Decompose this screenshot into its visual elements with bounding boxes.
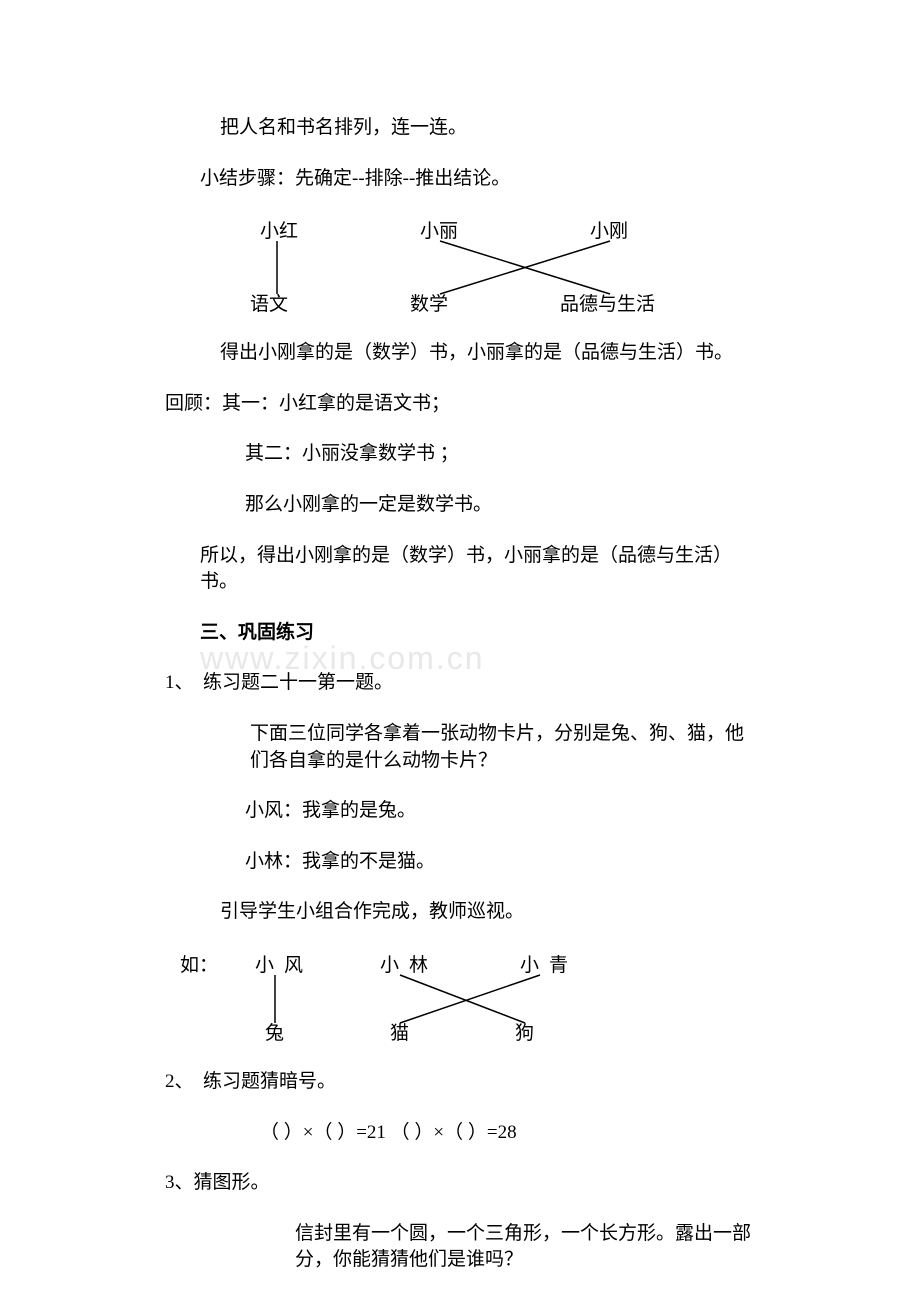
text-line: 那么小刚拿的一定是数学书。	[165, 492, 755, 519]
text-line: （ ）×（ ）=21 （ ）×（ ）=28	[165, 1120, 755, 1147]
text-line: 所以，得出小刚拿的是（数学）书，小丽拿的是（品德与生活）书。	[165, 543, 755, 596]
text-line: 回顾：其一：小红拿的是语文书；	[165, 391, 755, 418]
text-line: 把人名和书名排列，连一连。	[165, 115, 755, 142]
list-item: 1、 练习题二十一第一题。	[165, 670, 755, 697]
text-line: 得出小刚拿的是（数学）书，小丽拿的是（品德与生活）书。	[165, 340, 755, 367]
diagram-2: 如： 小风 小林 小青 兔 猫 狗	[165, 950, 755, 1045]
text-line: 下面三位同学各拿着一张动物卡片，分别是兔、狗、猫，他们各自拿的是什么动物卡片？	[165, 721, 755, 774]
list-item: 2、 练习题猜暗号。	[165, 1069, 755, 1096]
text-line: 小林：我拿的不是猫。	[165, 849, 755, 876]
text-line: 信封里有一个圆，一个三角形，一个长方形。露出一部分，你能猜猜他们是谁吗？	[165, 1221, 755, 1274]
list-item: 3、猜图形。	[165, 1170, 755, 1197]
diagram-1: 小红 小丽 小刚 语文 数学 品德与生活	[165, 216, 755, 316]
text-line: 引导学生小组合作完成，教师巡视。	[165, 899, 755, 926]
text-line: 小风：我拿的是兔。	[165, 798, 755, 825]
section-heading: 三、巩固练习	[165, 620, 755, 647]
text-line: 其二：小丽没拿数学书 ；	[165, 441, 755, 468]
text-line: 小结步骤：先确定--排除--推出结论。	[165, 166, 755, 193]
